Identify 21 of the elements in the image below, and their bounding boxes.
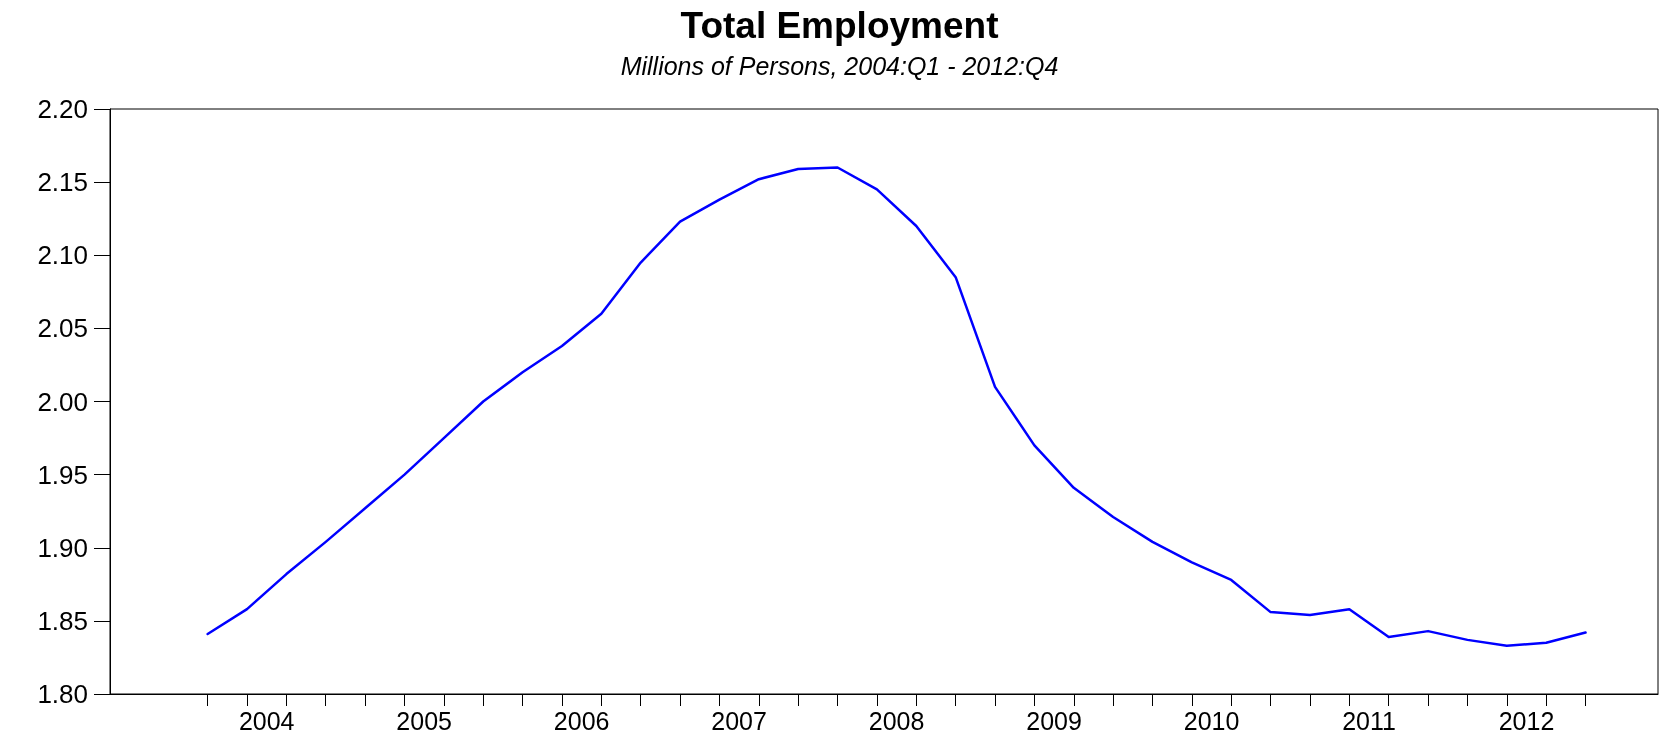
y-tick-label: 1.80 xyxy=(37,679,88,709)
x-tick-label: 2011 xyxy=(1342,706,1396,735)
x-tick-label: 2004 xyxy=(238,706,295,735)
x-tick-label: 2010 xyxy=(1183,706,1240,735)
y-tick-label: 2.15 xyxy=(37,167,88,198)
y-tick-label: 2.20 xyxy=(37,94,88,124)
x-tick-label: 2012 xyxy=(1498,706,1555,735)
y-tick-label: 1.85 xyxy=(37,605,88,636)
y-tick-label: 2.00 xyxy=(37,386,88,417)
y-tick-label: 1.90 xyxy=(37,532,88,563)
y-tick-label: 2.10 xyxy=(37,240,88,271)
chart-subtitle: Millions of Persons, 2004:Q1 - 2012:Q4 xyxy=(620,51,1059,80)
line-series xyxy=(206,166,1587,647)
x-tick-label: 2009 xyxy=(1026,706,1082,735)
y-tick-label: 2.05 xyxy=(37,313,88,344)
chart-title: Total Employment xyxy=(680,5,999,46)
x-tick-label: 2008 xyxy=(868,706,925,735)
x-tick-label: 2006 xyxy=(553,706,610,735)
x-tick-label: 2005 xyxy=(396,706,452,735)
x-tick-label: 2007 xyxy=(711,706,767,735)
y-tick-label: 1.95 xyxy=(37,459,88,490)
